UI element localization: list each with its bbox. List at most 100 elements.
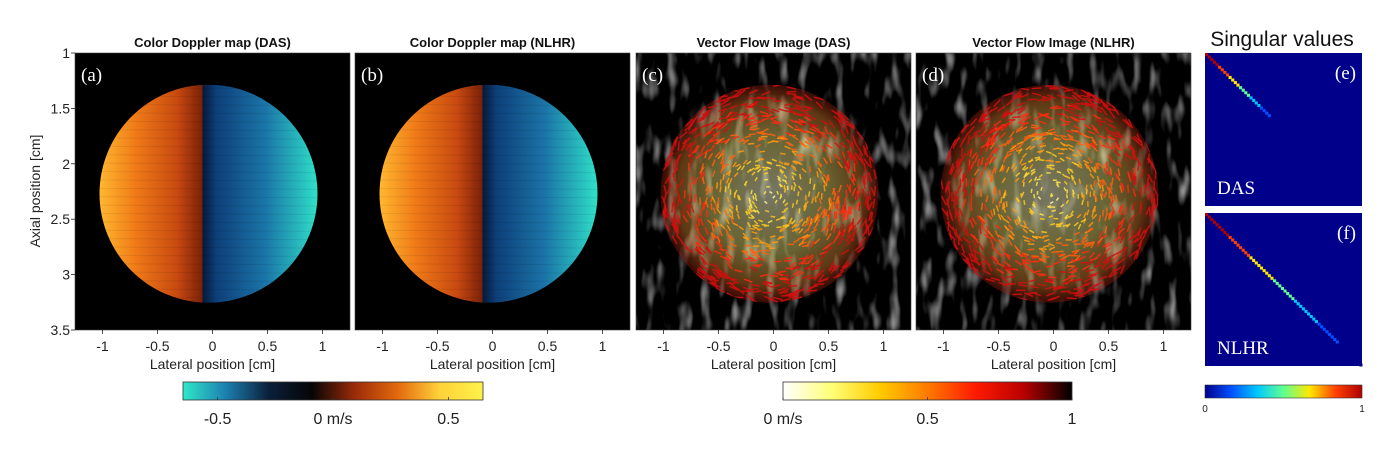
- flow-vector: [1130, 237, 1139, 245]
- flow-vector: [701, 257, 708, 266]
- flow-vector: [1029, 145, 1036, 151]
- flow-vector: [710, 134, 718, 142]
- flow-vector: [858, 153, 864, 163]
- sv-diagonal-cell: [1346, 350, 1350, 354]
- flow-vector: [742, 236, 750, 240]
- flow-vector: [1049, 200, 1054, 205]
- flow-vector: [1087, 166, 1092, 173]
- flow-vector: [1034, 126, 1042, 131]
- flow-vector: [791, 175, 795, 181]
- panels-layer: Color Doppler map (DAS)(a)Color Doppler …: [74, 35, 1192, 331]
- flow-vector: [1048, 215, 1054, 219]
- flow-vector: [708, 281, 719, 289]
- flow-vector: [940, 179, 944, 190]
- flow-vector: [1073, 248, 1081, 255]
- flow-vector: [1139, 229, 1146, 238]
- flow-vector: [815, 144, 820, 153]
- flow-vector: [1022, 228, 1028, 234]
- flow-vector: [970, 160, 976, 170]
- flow-vector: [1139, 205, 1142, 215]
- y-tick-label: 2: [62, 156, 70, 172]
- flow-vector: [1025, 145, 1032, 151]
- flow-vector: [725, 228, 729, 236]
- flow-vector: [1132, 167, 1137, 177]
- flow-vector: [1004, 252, 1011, 261]
- flow-vector: [801, 167, 807, 173]
- flow-vector: [1003, 252, 1012, 257]
- flow-vector: [968, 244, 973, 254]
- flow-vector: [830, 203, 833, 211]
- flow-vector: [1129, 214, 1136, 223]
- flow-vector: [715, 138, 723, 145]
- flow-vector: [664, 208, 667, 219]
- flow-vector: [1042, 244, 1050, 249]
- flow-vector: [767, 140, 774, 144]
- flow-vector: [1070, 175, 1074, 181]
- flow-vector: [1023, 200, 1026, 206]
- flow-vector: [753, 219, 759, 225]
- flow-vector: [1058, 105, 1067, 111]
- flow-vector: [1039, 144, 1047, 148]
- flow-vector: [967, 125, 975, 135]
- flow-vector: [946, 210, 950, 221]
- flow-vector: [978, 113, 984, 123]
- flow-vector: [1033, 115, 1042, 121]
- flow-vector: [1124, 152, 1133, 160]
- flow-vector: [791, 223, 797, 229]
- doppler-texture: [379, 204, 598, 207]
- flow-vector: [1045, 264, 1054, 268]
- flow-vector: [1002, 122, 1010, 130]
- flow-vector: [680, 241, 689, 250]
- flow-vector: [1062, 276, 1072, 282]
- flow-vector: [1114, 225, 1121, 233]
- flow-vector: [786, 90, 797, 93]
- flow-vector: [698, 267, 708, 275]
- flow-vector: [1119, 220, 1125, 229]
- flow-vector: [829, 131, 837, 140]
- sv-diagonal-cell: [1259, 266, 1264, 270]
- flow-vector: [1098, 139, 1104, 148]
- flow-vector: [859, 236, 866, 246]
- flow-vector: [846, 184, 852, 193]
- flow-vector: [784, 131, 792, 136]
- flow-vector: [780, 215, 786, 219]
- flow-vector: [771, 241, 779, 244]
- doppler-texture: [99, 171, 318, 174]
- flow-vector: [719, 179, 722, 186]
- flow-vector: [813, 96, 824, 101]
- flow-vector: [728, 170, 732, 177]
- flow-vector: [1055, 181, 1059, 186]
- flow-vector: [684, 247, 694, 254]
- flow-vector: [779, 168, 785, 174]
- flow-vector: [1060, 290, 1071, 293]
- flow-vector: [701, 109, 711, 116]
- flow-vector: [979, 170, 984, 179]
- flow-vector: [805, 217, 809, 224]
- flow-vector: [1055, 183, 1060, 188]
- flow-vector: [1049, 164, 1055, 167]
- flow-vector: [946, 150, 951, 161]
- flow-vector: [778, 270, 787, 274]
- x-tick-label: 1: [599, 338, 607, 354]
- flow-vector: [721, 160, 725, 168]
- flow-vector: [1057, 286, 1067, 289]
- flow-vector: [984, 162, 987, 171]
- flow-vector: [1056, 181, 1061, 184]
- flow-vector: [691, 127, 699, 135]
- flow-vector: [844, 124, 849, 135]
- flow-vector: [783, 163, 790, 166]
- sv-panel-name: NLHR: [1217, 338, 1269, 359]
- flow-vector: [715, 287, 725, 294]
- flow-vector: [817, 130, 826, 135]
- flow-vector: [1071, 94, 1080, 102]
- flow-vector: [1041, 231, 1047, 234]
- flow-vector: [756, 209, 760, 214]
- flow-vector: [950, 166, 956, 176]
- flow-vector: [686, 210, 692, 219]
- flow-vector: [739, 102, 749, 106]
- flow-vector: [811, 125, 820, 131]
- flow-vector: [680, 143, 688, 152]
- flow-vector: [726, 196, 730, 203]
- x-tick-label: 0: [1050, 338, 1058, 354]
- flow-vector: [1057, 222, 1063, 226]
